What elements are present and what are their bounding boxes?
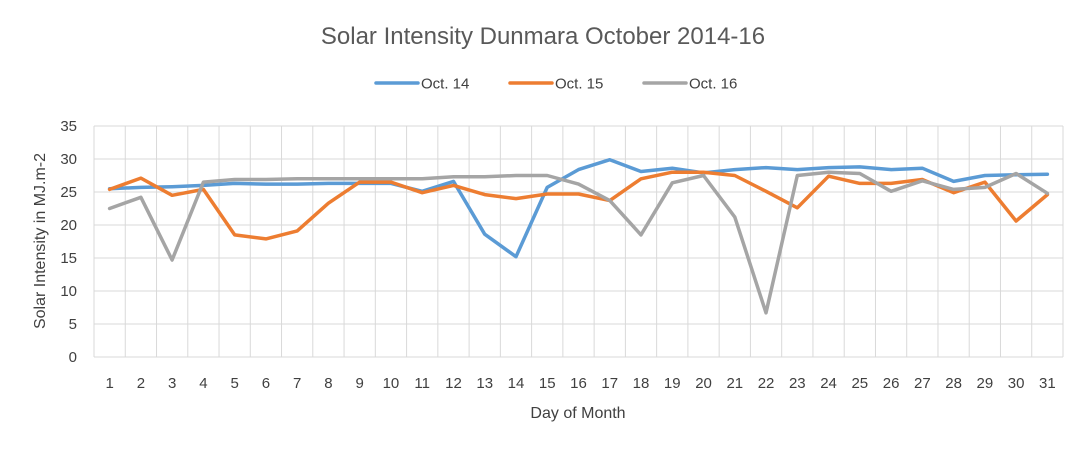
- x-tick-label: 25: [851, 375, 868, 392]
- x-tick-label: 19: [664, 375, 681, 392]
- x-tick-label: 7: [293, 375, 301, 392]
- series-line-oct-16: [107, 170, 1050, 315]
- x-tick-label: 15: [539, 375, 556, 392]
- y-tick-label: 10: [60, 283, 77, 300]
- x-tick-label: 11: [414, 375, 430, 392]
- x-tick-label: 26: [883, 375, 900, 392]
- x-tick-label: 31: [1039, 375, 1056, 392]
- y-tick-label: 5: [69, 316, 77, 333]
- x-tick-label: 30: [1008, 375, 1025, 392]
- x-tick-label: 2: [137, 375, 145, 392]
- x-tick-label: 29: [977, 375, 994, 392]
- y-tick-label: 30: [60, 151, 77, 168]
- x-tick-label: 28: [945, 375, 962, 392]
- x-tick-label: 20: [695, 375, 712, 392]
- x-tick-label: 13: [476, 375, 493, 392]
- x-tick-label: 24: [820, 375, 837, 392]
- x-tick-label: 27: [914, 375, 931, 392]
- legend-label: Oct. 16: [689, 76, 737, 93]
- y-tick-label: 0: [69, 349, 77, 366]
- x-tick-label: 23: [789, 375, 806, 392]
- chart-title: Solar Intensity Dunmara October 2014-16: [321, 23, 765, 50]
- x-tick-label: 6: [262, 375, 270, 392]
- y-tick-label: 35: [60, 118, 77, 135]
- y-tick-label: 20: [60, 217, 77, 234]
- x-tick-label: 18: [633, 375, 650, 392]
- x-axis-title: Day of Month: [530, 405, 625, 422]
- y-tick-label: 15: [60, 250, 77, 267]
- x-tick-label: 21: [726, 375, 743, 392]
- x-tick-label: 16: [570, 375, 587, 392]
- y-tick-label: 25: [60, 184, 77, 201]
- series-line-oct-14: [107, 157, 1050, 259]
- x-tick-label: 1: [105, 375, 113, 392]
- series-line-oct-15: [107, 170, 1050, 241]
- gridlines: [93, 125, 1064, 358]
- x-tick-label: 4: [199, 375, 207, 392]
- legend: Oct. 14 Oct. 15 Oct. 16: [374, 76, 737, 93]
- x-tick-label: 14: [508, 375, 525, 392]
- x-tick-label: 3: [168, 375, 176, 392]
- legend-label: Oct. 14: [421, 76, 469, 93]
- x-tick-label: 17: [601, 375, 618, 392]
- y-axis-ticks: 0 5 10 15 20 25 30 35: [60, 118, 77, 366]
- y-axis-title: Solar Intensity in MJ.m-2: [32, 153, 49, 329]
- x-tick-label: 10: [383, 375, 400, 392]
- x-tick-label: 5: [230, 375, 238, 392]
- x-tick-label: 9: [356, 375, 364, 392]
- x-tick-label: 12: [445, 375, 462, 392]
- x-axis-ticks: 1 2 3 4 5 6 7 8 9 10 11 12 13 14 15 16 17 18 19 20 21 22 23 24 2…: [105, 375, 1055, 392]
- series-lines: [107, 157, 1050, 315]
- x-tick-label: 8: [324, 375, 332, 392]
- legend-label: Oct. 15: [555, 76, 603, 93]
- x-tick-label: 22: [758, 375, 775, 392]
